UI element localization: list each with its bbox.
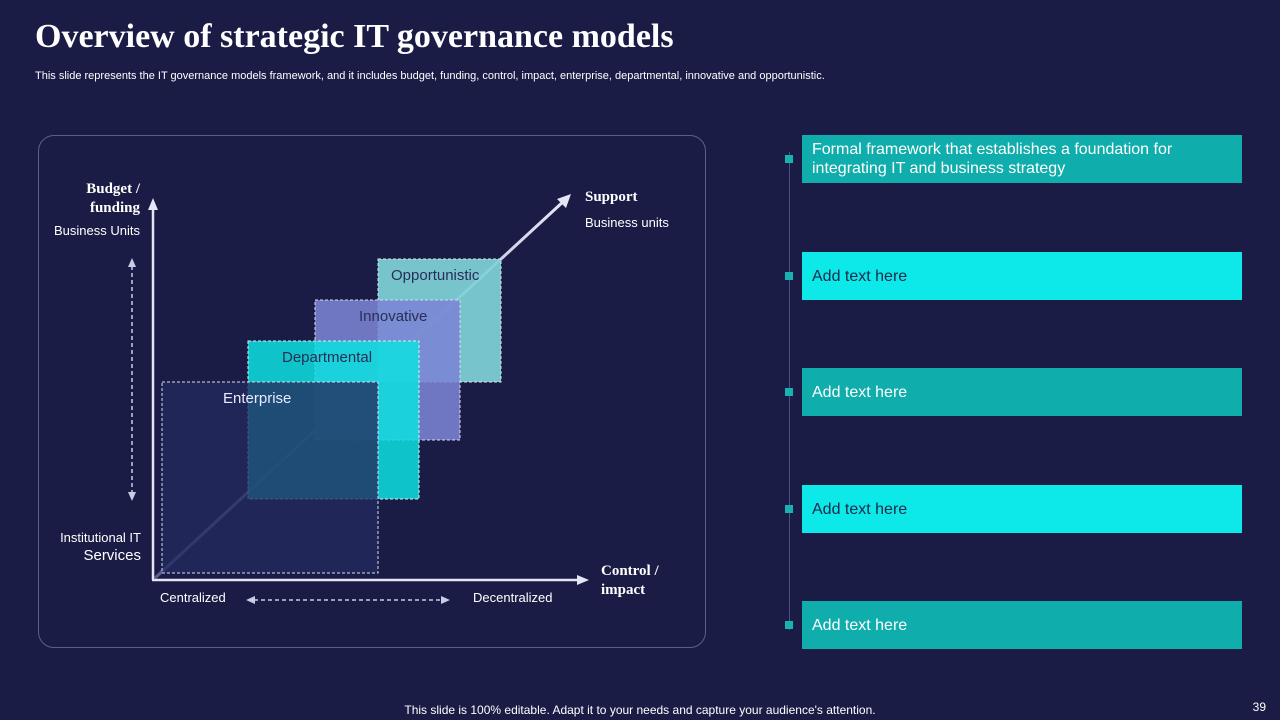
y-range-arrowhead-top [128,258,136,267]
y-range-arrowhead-bottom [128,492,136,501]
timeline-bullet [785,272,793,280]
diagonal-arrow-head [557,194,571,208]
text-box-2-text: Add text here [812,267,908,285]
text-box-4-text: Add text here [812,500,908,518]
text-box-1[interactable]: Formal framework that establishes a foun… [802,135,1242,183]
text-box-1-text: Formal framework that establishes a foun… [812,141,1173,177]
slide-subtitle: This slide represents the IT governance … [35,70,825,82]
x-range-arrowhead-left [246,596,255,604]
y-axis-title-line1: Budget / [86,181,140,197]
text-box-5[interactable]: Add text here [802,601,1242,649]
timeline-bullet [785,155,793,163]
y-axis-arrowhead [148,198,158,210]
text-box-3[interactable]: Add text here [802,368,1242,416]
diagram-frame [38,135,706,648]
y-axis-bottom-label-line1: Institutional IT [60,530,141,545]
timeline-bullet [785,505,793,513]
text-box-5-text: Add text here [812,616,908,634]
x-axis-title: Control / impact [601,562,659,600]
innovative-label: Innovative [359,308,428,325]
x-axis-left-label: Centralized [160,590,226,605]
text-box-2[interactable]: Add text here [802,252,1242,300]
y-axis-bottom-label-line2: Services [83,547,141,564]
y-axis-top-label: Business Units [54,223,140,238]
page-number: 39 [1252,700,1266,714]
slide-title: Overview of strategic IT governance mode… [35,18,674,55]
x-axis-title-line1: Control / [601,563,659,579]
opportunistic-label: Opportunistic [391,267,480,284]
text-box-3-text: Add text here [812,383,908,401]
enterprise-box [161,381,379,574]
text-box-4[interactable]: Add text here [802,485,1242,533]
diagonal-title: Support [585,189,638,205]
x-axis-arrowhead [577,575,589,585]
footer-note: This slide is 100% editable. Adapt it to… [404,703,876,717]
x-axis-title-line2: impact [601,582,646,598]
enterprise-label: Enterprise [223,390,292,407]
departmental-label: Departmental [282,349,373,366]
diagonal-label: Business units [585,215,669,230]
x-range-arrowhead-right [441,596,450,604]
y-axis-title-line2: funding [89,200,140,216]
x-axis-right-label: Decentralized [473,590,553,605]
y-axis-title: Budget / funding [40,180,140,218]
timeline-bullet [785,621,793,629]
y-axis-bottom-label: Institutional IT Services [40,529,141,565]
timeline-bullet [785,388,793,396]
